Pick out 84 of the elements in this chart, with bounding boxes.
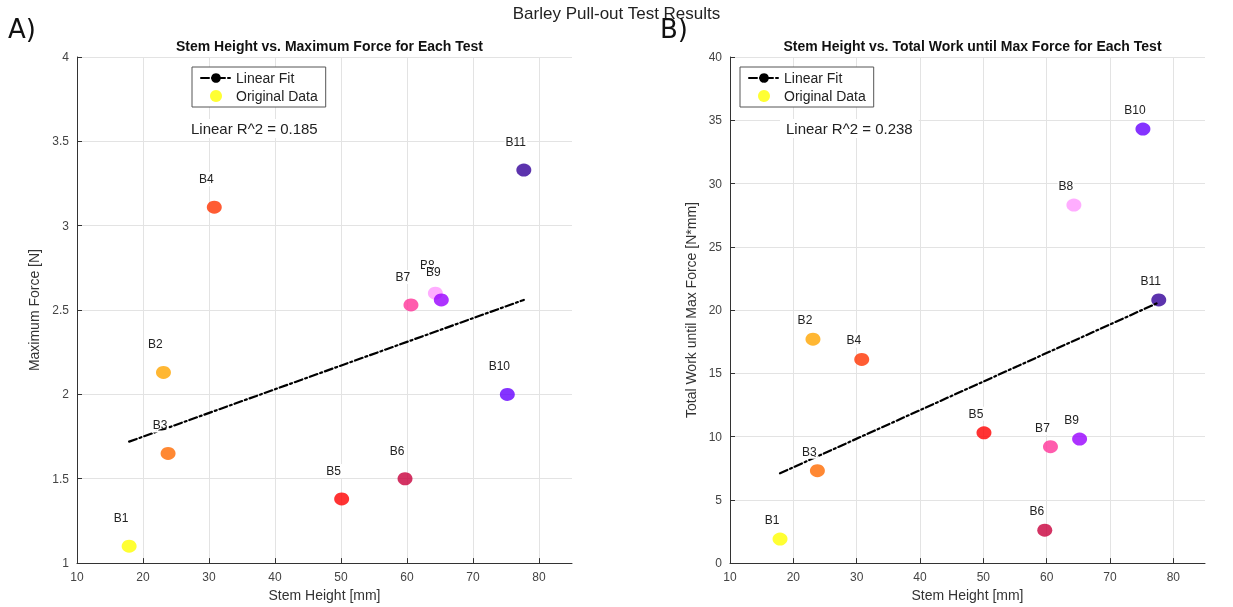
y-axis-title: Total Work until Max Force [N*mm] bbox=[682, 202, 699, 419]
annotation: B10 bbox=[488, 359, 511, 374]
legend-label: Original Data bbox=[236, 88, 318, 104]
annotation: B2 bbox=[797, 313, 813, 328]
y-tick-label: 2 bbox=[62, 387, 70, 402]
annotation: B4 bbox=[198, 172, 214, 187]
annotation: B11 bbox=[1140, 273, 1162, 288]
annotation: B2 bbox=[148, 337, 164, 352]
point bbox=[160, 446, 176, 460]
y-tick-label: 20 bbox=[708, 303, 723, 318]
annotation: B8 bbox=[1058, 179, 1074, 194]
point bbox=[1151, 293, 1167, 307]
x-axis-title: Stem Height [mm] bbox=[911, 587, 1024, 603]
chart-title: Stem Height vs. Total Work until Max Force for Each Test bbox=[783, 38, 1162, 54]
y-tick-label: 4 bbox=[62, 50, 70, 64]
point bbox=[403, 298, 419, 312]
x-tick-label: 20 bbox=[786, 570, 801, 585]
x-tick-label: 80 bbox=[1166, 570, 1181, 585]
x-tick-label: 20 bbox=[136, 570, 150, 585]
point bbox=[772, 532, 788, 546]
annotation: B5 bbox=[968, 406, 984, 421]
annotation: B3 bbox=[802, 444, 818, 459]
y-tick-label: 35 bbox=[708, 113, 723, 128]
annotation: B11 bbox=[505, 135, 527, 150]
point bbox=[1135, 122, 1151, 136]
annotation: B7 bbox=[395, 269, 411, 284]
y-tick-label: 25 bbox=[708, 239, 723, 254]
annotation: B9 bbox=[1064, 413, 1080, 428]
y-tick-label: 10 bbox=[708, 429, 723, 444]
y-tick-label: 5 bbox=[715, 492, 723, 507]
point bbox=[499, 387, 515, 401]
point bbox=[516, 163, 532, 177]
point bbox=[1066, 198, 1082, 212]
x-tick-label: 30 bbox=[202, 570, 216, 585]
y-tick-label: 3 bbox=[62, 218, 70, 233]
point bbox=[433, 293, 449, 307]
point bbox=[121, 539, 137, 553]
y-tick-label: 1 bbox=[62, 556, 70, 571]
legend-label: Linear Fit bbox=[784, 70, 843, 86]
annotation: B10 bbox=[1124, 103, 1146, 118]
x-tick-label: 70 bbox=[1103, 570, 1117, 585]
annotation: Linear R^2 = 0.238 bbox=[786, 120, 913, 137]
point bbox=[334, 492, 350, 506]
x-tick-label: 30 bbox=[849, 570, 864, 585]
x-tick-label: 40 bbox=[268, 570, 282, 585]
y-axis-title: Maximum Force [N] bbox=[26, 248, 42, 372]
x-tick-label: 80 bbox=[532, 570, 546, 585]
annotation: B1 bbox=[764, 513, 780, 528]
point bbox=[206, 200, 222, 214]
x-tick-label: 50 bbox=[334, 570, 348, 585]
annotation: B1 bbox=[113, 511, 129, 526]
point bbox=[1072, 432, 1088, 446]
y-tick-label: 30 bbox=[708, 176, 723, 191]
y-tick-label: 3.5 bbox=[52, 134, 70, 149]
chart-title: Stem Height vs. Maximum Force for Each Test bbox=[175, 38, 484, 54]
y-tick-label: 0 bbox=[715, 556, 723, 571]
legend-label: Linear Fit bbox=[236, 70, 295, 86]
point bbox=[809, 464, 825, 478]
point bbox=[1042, 440, 1058, 454]
point bbox=[976, 426, 992, 440]
annotation: B6 bbox=[389, 443, 405, 458]
point bbox=[854, 352, 870, 366]
y-tick-label: 15 bbox=[708, 366, 723, 381]
point bbox=[397, 472, 413, 486]
text: A) bbox=[8, 14, 36, 44]
x-tick-label: 50 bbox=[976, 570, 991, 585]
point bbox=[1037, 523, 1053, 537]
y-tick-label: 2.5 bbox=[52, 303, 70, 318]
annotation: B6 bbox=[1029, 504, 1045, 519]
annotation: B4 bbox=[846, 333, 862, 348]
y-tick-label: 40 bbox=[708, 50, 723, 64]
annotation: B3 bbox=[152, 418, 168, 433]
annotation: B5 bbox=[326, 463, 342, 478]
y-tick-label: 1.5 bbox=[52, 471, 70, 486]
x-tick-label: 60 bbox=[400, 570, 414, 585]
annotation: Linear R^2 = 0.185 bbox=[191, 120, 318, 137]
x-axis-title: Stem Height [mm] bbox=[268, 587, 381, 603]
x-tick-label: 70 bbox=[466, 570, 480, 585]
annotation: B7 bbox=[1035, 420, 1051, 435]
x-tick-label: 60 bbox=[1039, 570, 1054, 585]
point bbox=[155, 365, 171, 379]
x-tick-label: 40 bbox=[913, 570, 927, 585]
legend-label: Original Data bbox=[784, 88, 866, 104]
point bbox=[805, 332, 821, 346]
